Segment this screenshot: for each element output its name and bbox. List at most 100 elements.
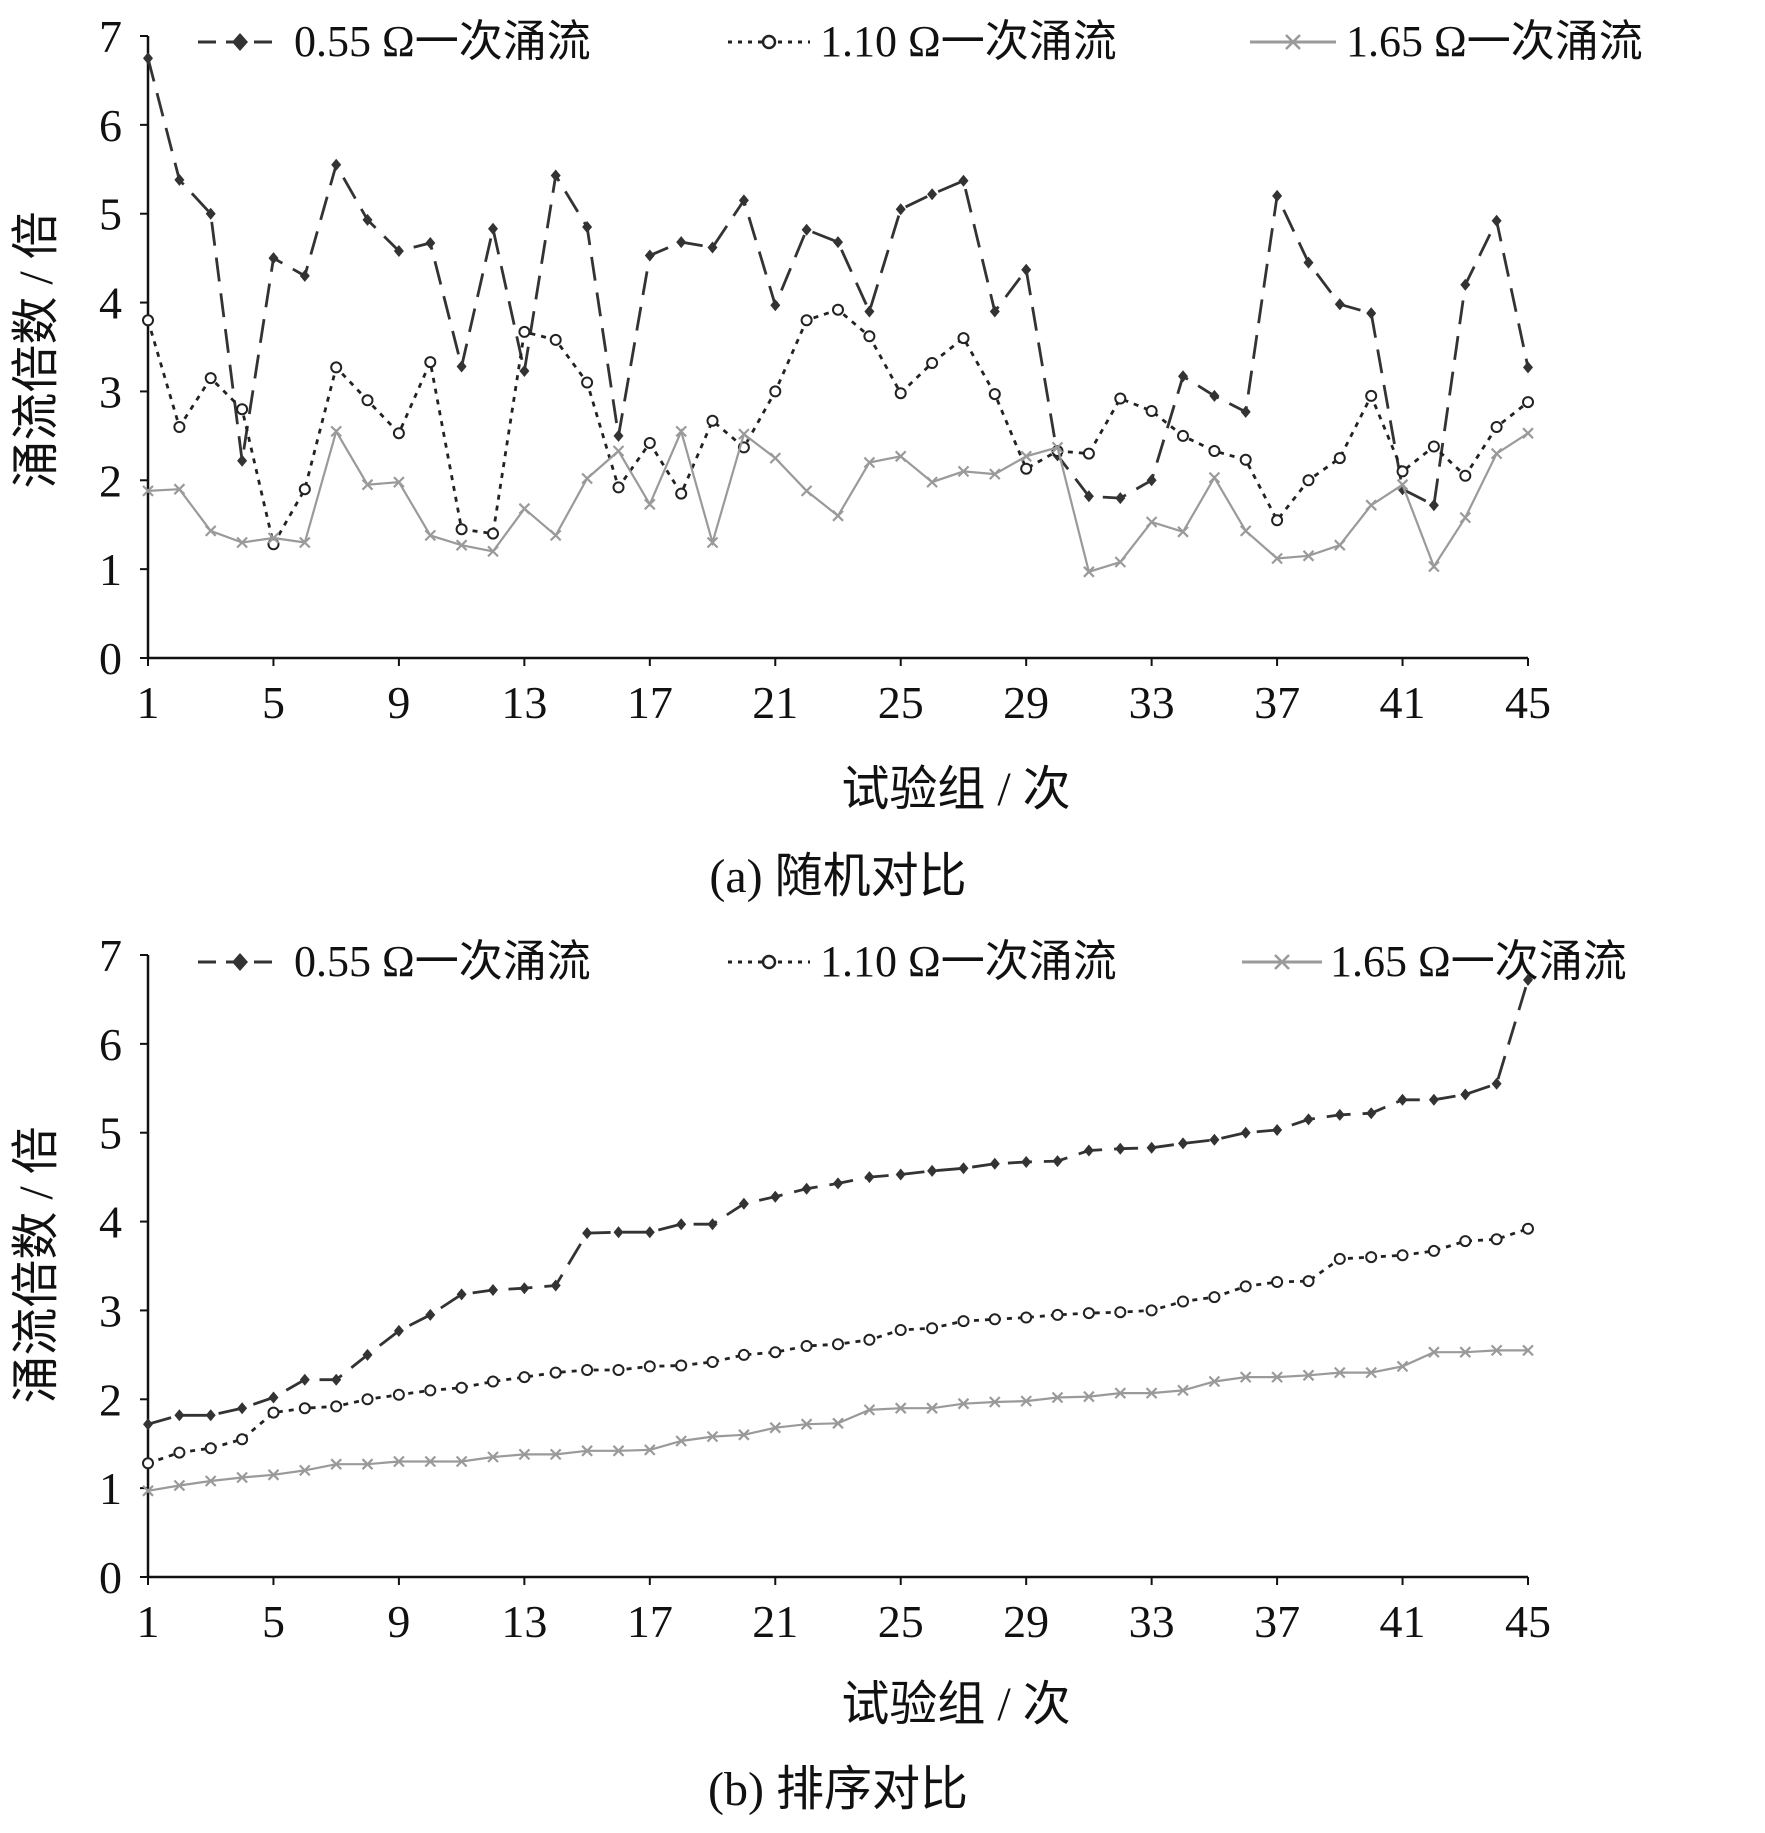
chart-a-series-3-point: [486, 544, 500, 558]
legend-a-label-1: 0.55 Ω一次涌流: [294, 17, 591, 66]
chart-a-series-2-point: [1207, 444, 1221, 458]
y-tick-label: 0: [99, 1552, 122, 1603]
chart-b-series-3-point: [894, 1401, 908, 1415]
chart-b-series-2-point: [1270, 1275, 1284, 1289]
chart-b-ylabel: 涌流倍数 / 倍: [10, 1126, 63, 1403]
chart-a-series-3-point: [1396, 478, 1410, 492]
chart-b-series-2-point: [800, 1339, 814, 1353]
chart-a-series-3-point: [298, 536, 312, 550]
x-tick-label: 45: [1505, 1596, 1551, 1647]
chart-a-series-1-point: [1207, 389, 1221, 403]
chart-b-series-1-point: [141, 1417, 155, 1431]
chart-a-series-2-point: [172, 420, 186, 434]
chart-a-series-2-point: [549, 333, 563, 347]
chart-b-series-2-point: [329, 1399, 343, 1413]
chart-b-series-2-point: [1051, 1308, 1065, 1322]
chart-b-series-2-point: [361, 1392, 375, 1406]
chart-b-series-2-point: [298, 1401, 312, 1415]
chart-a-series-3-point: [706, 536, 720, 550]
chart-a-series-3-point: [768, 451, 782, 465]
x-tick-label: 21: [752, 1596, 798, 1647]
y-tick-label: 1: [99, 1463, 122, 1514]
x-tick-label: 37: [1254, 677, 1300, 728]
y-tick-label: 4: [99, 1197, 122, 1248]
chart-a-series-1-point: [486, 222, 500, 236]
chart-a-series-2-point: [1176, 429, 1190, 443]
chart-a-series-3-point: [1521, 426, 1535, 440]
chart-b-series-3-point: [1019, 1394, 1033, 1408]
x-tick-label: 5: [262, 677, 285, 728]
chart-a-series-3-point: [800, 484, 814, 498]
chart-b-series-3-point: [800, 1417, 814, 1431]
chart-a-series-1-point: [172, 173, 186, 187]
legend-a-marker-circle: [761, 34, 777, 50]
chart-a-series-3-point: [580, 472, 594, 486]
chart-a-series-2-point: [831, 303, 845, 317]
x-tick-label: 41: [1380, 677, 1426, 728]
chart-a-series-2-point: [1364, 389, 1378, 403]
chart-b-series-3-point: [612, 1444, 626, 1458]
chart-b-series-3-point: [925, 1401, 939, 1415]
chart-b-series-2-point: [267, 1406, 281, 1420]
chart-b-series-2-point: [894, 1323, 908, 1337]
chart-b-series-2-point: [925, 1321, 939, 1335]
chart-b-series-1-point: [455, 1287, 469, 1301]
chart-b-series-1-point: [1176, 1136, 1190, 1150]
chart-a-series-3-point: [1113, 555, 1127, 569]
chart-a-series-3-point: [1239, 524, 1253, 538]
chart-b-series-1-point: [1270, 1123, 1284, 1137]
chart-a-series: [142, 52, 1535, 578]
chart-b-series-3-point: [423, 1455, 437, 1469]
x-tick-label: 41: [1380, 1596, 1426, 1647]
chart-b-series-3-point: [1458, 1345, 1472, 1359]
x-tick-label: 33: [1129, 1596, 1175, 1647]
chart-a-series-1-point: [455, 360, 469, 374]
x-tick-label: 25: [878, 1596, 924, 1647]
chart-b-series-3-point: [768, 1421, 782, 1435]
chart-b-series-2-point: [1302, 1274, 1316, 1288]
chart-a-series-2-point: [643, 436, 657, 450]
chart-a-series-1-point: [1113, 491, 1127, 505]
chart-b-series-2-point: [392, 1388, 406, 1402]
chart-b-series-1-point: [580, 1226, 594, 1240]
legend-b-marker-circle: [761, 954, 777, 970]
chart-b-series-1-point: [1458, 1088, 1472, 1102]
chart-b-series-3-point: [361, 1457, 375, 1471]
chart-b-series-1-point: [1521, 973, 1535, 987]
chart-b-series-3-point: [1051, 1391, 1065, 1405]
chart-b-series-2-point: [172, 1446, 186, 1460]
chart-a-series-1-point: [957, 174, 971, 188]
chart-b-series-3-point: [172, 1479, 186, 1493]
chart-b-series-2-point: [737, 1348, 751, 1362]
y-tick-label: 6: [99, 1019, 122, 1070]
chart-b-series-3-point: [517, 1447, 531, 1461]
chart-a-series-2-point: [392, 426, 406, 440]
chart-b-series-3-point: [141, 1484, 155, 1498]
chart-b-series-1-point: [862, 1170, 876, 1184]
chart-a-series-2-point: [1427, 440, 1441, 454]
chart-b-series-1-point: [267, 1391, 281, 1405]
chart-b-series-2-point: [1490, 1232, 1504, 1246]
chart-a-series-1-point: [925, 187, 939, 201]
chart-a-series-2-point: [298, 482, 312, 496]
chart-a-series-1-point: [423, 236, 437, 250]
chart-b-series-3-point: [1207, 1375, 1221, 1389]
chart-b-series-3-point: [549, 1447, 563, 1461]
chart-b-series-3-point: [1427, 1345, 1441, 1359]
chart-a-series-1-point: [1427, 498, 1441, 512]
chart-a: 0.55 Ω一次涌流 1.10 Ω一次涌流 1.65 Ω一次涌流 0123456…: [10, 11, 1643, 903]
chart-a-series-1-point: [361, 213, 375, 227]
chart-a-caption: (a) 随机对比: [709, 850, 966, 903]
chart-a-series-2-point: [925, 356, 939, 370]
chart-b: 0.55 Ω一次涌流 1.10 Ω一次涌流 1.65 Ω一次涌流 0123456…: [10, 930, 1627, 1816]
chart-a-series-3-point: [988, 467, 1002, 481]
chart-a-series-3-point: [1207, 471, 1221, 485]
chart-b-series-2-point: [1521, 1222, 1535, 1236]
chart-b-series-2-point: [1145, 1303, 1159, 1317]
chart-a-series-2-point: [800, 313, 814, 327]
chart-a-series-2-point: [957, 331, 971, 345]
chart-a-series-3-point: [361, 478, 375, 492]
chart-a-series-3-point: [1302, 549, 1316, 563]
chart-b-series-3-point: [455, 1455, 469, 1469]
chart-a-series-1-point: [1333, 297, 1347, 311]
